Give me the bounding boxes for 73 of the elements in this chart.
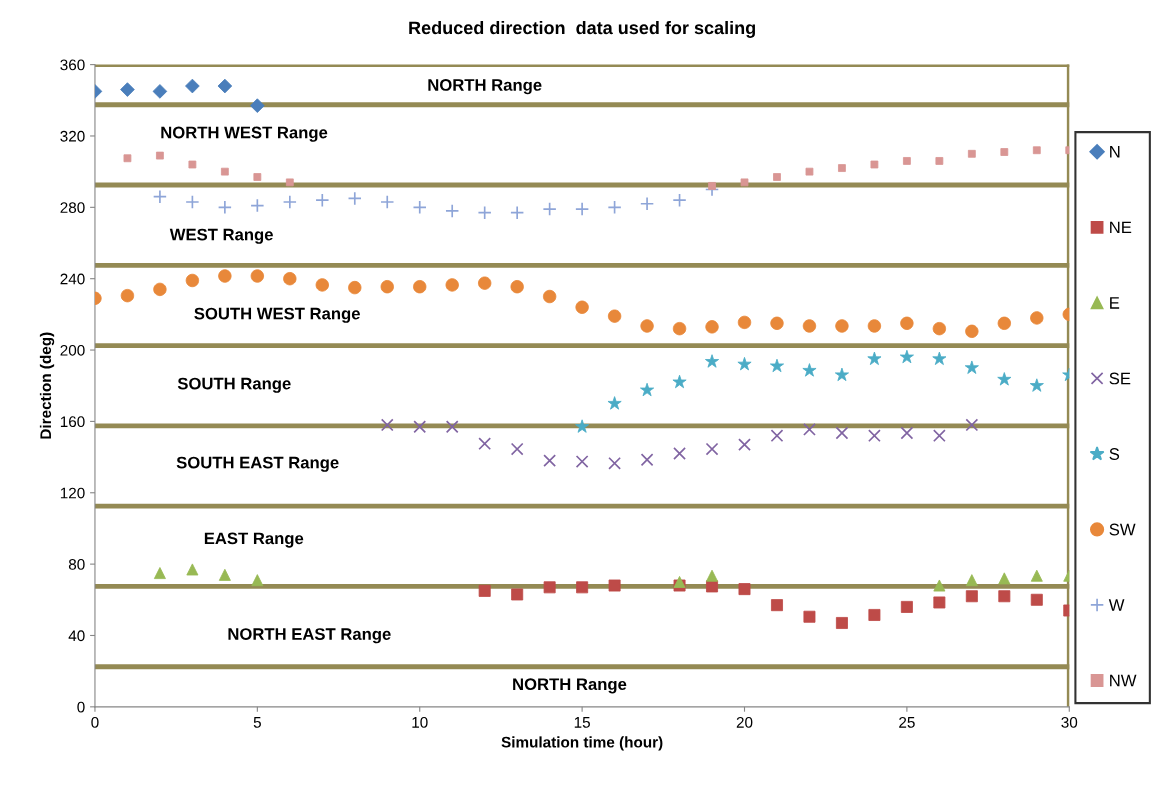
legend-label: NE: [1110, 221, 1132, 234]
point: [575, 202, 590, 217]
point: [413, 420, 427, 434]
x-tick-label: 5: [253, 717, 261, 728]
point: [380, 194, 395, 210]
x-tick-label: 30: [1061, 716, 1078, 728]
point: [868, 429, 881, 443]
point: [770, 429, 784, 443]
point: [217, 200, 232, 215]
point: [315, 193, 330, 208]
point: [250, 198, 265, 213]
x-tick-label: 20: [736, 716, 753, 728]
y-tick-label: 0: [77, 701, 85, 713]
point: [185, 194, 200, 210]
point: [932, 429, 946, 443]
legend-label: SW: [1109, 523, 1136, 536]
annotation: SOUTH Range: [177, 377, 291, 393]
point: [510, 205, 525, 220]
point: [608, 456, 621, 470]
point: [445, 420, 459, 434]
y-tick-label: 40: [68, 630, 85, 642]
legend-label: N: [1110, 146, 1120, 158]
y-tick-label: 200: [60, 344, 85, 356]
point: [738, 438, 751, 451]
annotation: SOUTH EAST Range: [176, 456, 339, 472]
y-tick-label: 160: [60, 416, 85, 428]
annotation: NORTH Range: [428, 79, 542, 95]
legend-label: NW: [1110, 674, 1137, 687]
point: [542, 202, 557, 217]
point: [478, 437, 492, 451]
legend-label: SE: [1109, 372, 1131, 385]
point: [639, 196, 655, 211]
point: [445, 203, 460, 218]
point: [672, 193, 687, 208]
x-tick-label: 0: [91, 716, 99, 728]
y-tick-label: 320: [60, 130, 85, 142]
point: [543, 454, 557, 468]
y-tick-label: 80: [68, 558, 85, 570]
point: [803, 423, 816, 436]
annotation: NORTH EAST Range: [228, 628, 391, 644]
point: [607, 200, 622, 215]
x-axis-title: Simulation time (hour): [501, 736, 663, 751]
legend-label: W: [1108, 599, 1125, 611]
point: [575, 455, 589, 468]
y-tick-label: 280: [60, 202, 85, 214]
point: [965, 418, 979, 432]
x-tick-label: 15: [574, 717, 590, 728]
annotation: EAST Range: [204, 532, 304, 548]
point: [380, 418, 394, 432]
annotation: WEST Range: [169, 228, 273, 244]
point: [347, 191, 362, 206]
point: [477, 205, 492, 220]
legend-label: E: [1110, 297, 1120, 309]
point: [705, 442, 719, 456]
y-tick-label: 120: [60, 487, 85, 499]
point: [640, 453, 654, 467]
x-tick-label: 25: [899, 716, 915, 728]
y-tick-label: 240: [60, 273, 85, 285]
annotation: NORTH WEST Range: [161, 126, 328, 142]
x-tick-label: 10: [412, 716, 428, 728]
point: [510, 442, 524, 456]
point: [900, 426, 914, 440]
point: [835, 426, 849, 440]
point: [152, 189, 167, 204]
y-tick-label: 360: [60, 59, 85, 71]
annotation: SOUTH WEST Range: [194, 307, 360, 323]
y-axis-title: Direction (deg): [39, 332, 55, 439]
point: [673, 447, 686, 460]
point: [412, 200, 427, 215]
chart-title: Reduced direction data used for scaling: [409, 20, 755, 38]
legend-label: S: [1109, 448, 1120, 460]
annotation: NORTH Range: [513, 678, 627, 694]
point: [282, 194, 297, 210]
